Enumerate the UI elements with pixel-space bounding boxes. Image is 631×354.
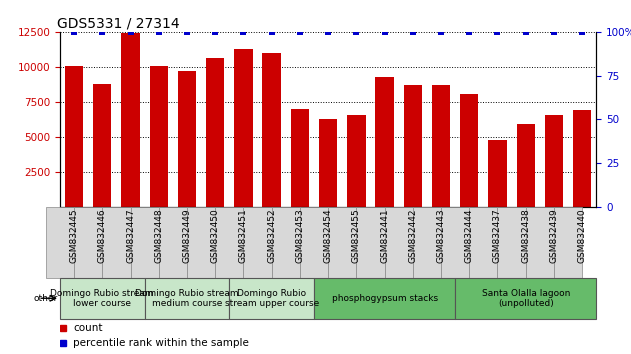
Bar: [74, 207, 102, 278]
Text: GSM832441: GSM832441: [380, 209, 389, 263]
Text: other: other: [33, 294, 57, 303]
Point: [182, 29, 192, 35]
Text: GSM832438: GSM832438: [521, 209, 530, 263]
Point: [210, 29, 220, 35]
Text: count: count: [73, 322, 103, 332]
Bar: [300, 207, 328, 278]
Bar: [244, 207, 272, 278]
Bar: [150, 65, 168, 207]
Text: GSM832451: GSM832451: [239, 209, 248, 263]
Point: [126, 29, 136, 35]
Text: Domingo Rubio
stream upper course: Domingo Rubio stream upper course: [225, 289, 319, 308]
Bar: [215, 207, 244, 278]
Point: [351, 29, 362, 35]
Bar: [159, 207, 187, 278]
Bar: [206, 58, 225, 207]
Bar: [187, 207, 215, 278]
Point: [379, 29, 389, 35]
Bar: [229, 278, 314, 319]
Point: [408, 29, 418, 35]
Text: GSM832442: GSM832442: [408, 209, 417, 263]
Text: GSM832445: GSM832445: [69, 209, 78, 263]
Text: Domingo Rubio stream
lower course: Domingo Rubio stream lower course: [50, 289, 154, 308]
Bar: [488, 140, 507, 207]
Text: GSM832440: GSM832440: [578, 209, 587, 263]
Bar: [272, 207, 300, 278]
Text: GSM832447: GSM832447: [126, 209, 135, 263]
Text: GSM832439: GSM832439: [550, 209, 558, 263]
Text: GSM832449: GSM832449: [182, 209, 191, 263]
Text: Santa Olalla lagoon
(unpolluted): Santa Olalla lagoon (unpolluted): [481, 289, 570, 308]
Bar: [314, 278, 455, 319]
Bar: [497, 207, 526, 278]
Point: [577, 29, 587, 35]
Text: phosphogypsum stacks: phosphogypsum stacks: [331, 294, 438, 303]
Bar: [404, 85, 422, 207]
Bar: [460, 93, 478, 207]
Bar: [60, 278, 144, 319]
Point: [97, 29, 107, 35]
Bar: [144, 278, 229, 319]
Text: GSM832450: GSM832450: [211, 209, 220, 263]
Text: GSM832448: GSM832448: [154, 209, 163, 263]
Point: [549, 29, 559, 35]
Bar: [413, 207, 441, 278]
Bar: [347, 115, 365, 207]
Bar: [93, 84, 112, 207]
Bar: [545, 115, 563, 207]
Text: GSM832454: GSM832454: [324, 209, 333, 263]
Bar: [178, 71, 196, 207]
Point: [295, 29, 305, 35]
Text: percentile rank within the sample: percentile rank within the sample: [73, 338, 249, 348]
Point: [436, 29, 446, 35]
Bar: [573, 110, 591, 207]
Text: GSM832437: GSM832437: [493, 209, 502, 263]
Bar: [328, 207, 357, 278]
Bar: [262, 53, 281, 207]
Text: GDS5331 / 27314: GDS5331 / 27314: [57, 17, 180, 31]
Bar: [432, 85, 450, 207]
Text: GSM832446: GSM832446: [98, 209, 107, 263]
Bar: [131, 207, 159, 278]
Point: [239, 29, 249, 35]
Point: [323, 29, 333, 35]
Point: [69, 29, 79, 35]
Bar: [291, 109, 309, 207]
Bar: [102, 207, 131, 278]
Text: Domingo Rubio stream
medium course: Domingo Rubio stream medium course: [135, 289, 239, 308]
Point: [521, 29, 531, 35]
Bar: [375, 77, 394, 207]
Bar: [357, 207, 384, 278]
Text: GSM832443: GSM832443: [437, 209, 445, 263]
Bar: [46, 207, 74, 278]
Bar: [441, 207, 469, 278]
Bar: [526, 207, 554, 278]
Point: [492, 29, 502, 35]
Text: GSM832444: GSM832444: [465, 209, 474, 263]
Bar: [319, 119, 338, 207]
Text: GSM832453: GSM832453: [295, 209, 304, 263]
Point: [464, 29, 475, 35]
Bar: [455, 278, 596, 319]
Bar: [384, 207, 413, 278]
Bar: [65, 65, 83, 207]
Text: GSM832452: GSM832452: [267, 209, 276, 263]
Bar: [234, 49, 252, 207]
Bar: [517, 124, 535, 207]
Bar: [469, 207, 497, 278]
Point: [267, 29, 277, 35]
Bar: [121, 33, 139, 207]
Bar: [554, 207, 582, 278]
Point: [154, 29, 164, 35]
Text: GSM832455: GSM832455: [352, 209, 361, 263]
